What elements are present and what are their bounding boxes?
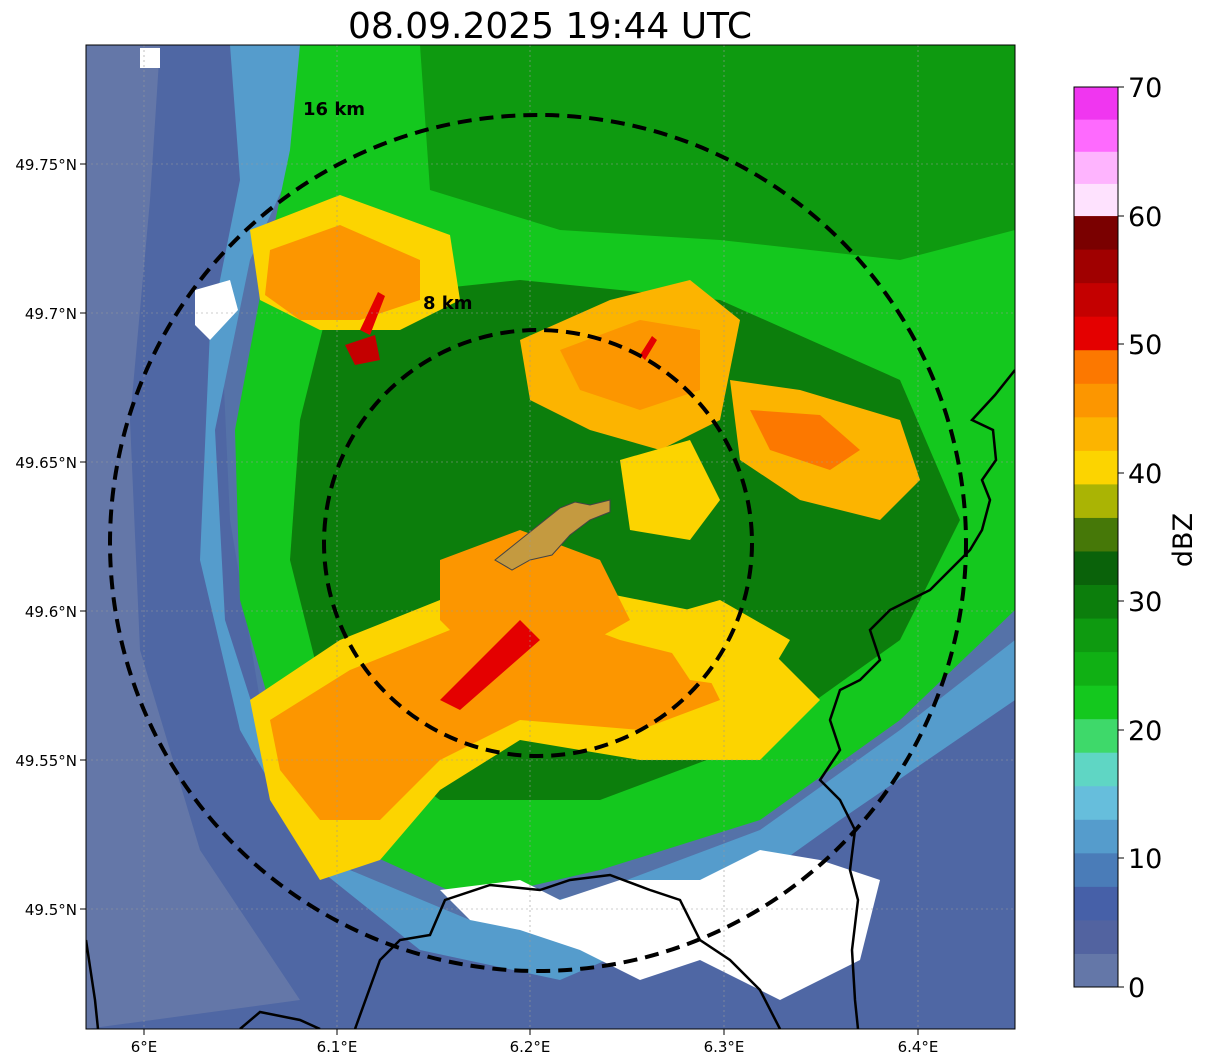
map-title: 08.09.2025 19:44 UTC <box>348 6 752 47</box>
colorbar-tick-label: 30 <box>1128 587 1162 618</box>
colorbar-segment <box>1074 919 1118 954</box>
colorbar-tick-label: 0 <box>1128 973 1145 1004</box>
colorbar-segment <box>1074 651 1118 686</box>
lat-tick-label: 49.65°N <box>15 454 77 472</box>
lat-tick-label: 49.55°N <box>15 752 77 770</box>
lat-tick-label: 49.7°N <box>25 305 77 323</box>
colorbar-segment <box>1074 852 1118 887</box>
colorbar-tick-label: 20 <box>1128 716 1162 747</box>
colorbar-segment <box>1074 316 1118 351</box>
colorbar-tick-label: 50 <box>1128 330 1162 361</box>
colorbar-segment <box>1074 383 1118 418</box>
map-frame <box>85 44 1016 1030</box>
colorbar-segment <box>1074 119 1118 152</box>
ring-label-8km: 8 km <box>423 293 473 314</box>
colorbar-segment <box>1074 550 1118 586</box>
colorbar-tick-label: 40 <box>1128 459 1162 490</box>
colorbar-segment <box>1074 282 1118 317</box>
lon-tick-label: 6.1°E <box>317 1038 358 1056</box>
colorbar-segment <box>1074 517 1118 552</box>
colorbar-segment <box>1074 483 1118 518</box>
lat-tick-label: 49.75°N <box>15 156 77 174</box>
colorbar-segment <box>1074 886 1118 921</box>
colorbar-label: dBZ <box>1168 513 1199 567</box>
colorbar-segment <box>1074 249 1118 284</box>
lat-axis: 49.75°N 49.7°N 49.65°N 49.6°N 49.55°N 49… <box>15 156 86 919</box>
colorbar-segment <box>1074 584 1118 619</box>
colorbar-frame <box>1073 86 1119 988</box>
lat-tick-label: 49.6°N <box>25 603 77 621</box>
lon-tick-label: 6°E <box>131 1038 158 1056</box>
colorbar-segment <box>1074 151 1118 184</box>
colorbar-segment <box>1074 718 1118 753</box>
lat-tick-label: 49.5°N <box>25 901 77 919</box>
colorbar-segment <box>1074 752 1118 787</box>
range-ring-16km <box>108 113 968 973</box>
reflectivity-map <box>86 45 1015 1029</box>
country-borders <box>86 369 1015 1029</box>
lon-tick-label: 6.4°E <box>898 1038 939 1056</box>
colorbar-segment <box>1074 618 1118 653</box>
colorbar-segment <box>1074 349 1118 384</box>
colorbar-tick-label: 10 <box>1128 844 1162 875</box>
colorbar-segment <box>1074 183 1118 217</box>
colorbar-tick-label: 70 <box>1128 73 1162 104</box>
lon-axis: 6°E 6.1°E 6.2°E 6.3°E 6.4°E <box>131 1029 939 1056</box>
colorbar-segment <box>1074 416 1118 451</box>
colorbar-segment <box>1074 819 1118 854</box>
colorbar-segment <box>1074 685 1118 720</box>
colorbar-ticks: 0 10 20 30 40 50 60 70 <box>1118 73 1162 1004</box>
ring-label-16km: 16 km <box>303 99 365 120</box>
colorbar-segment <box>1074 215 1118 250</box>
colorbar-tick-label: 60 <box>1128 202 1162 233</box>
lon-tick-label: 6.2°E <box>510 1038 551 1056</box>
range-ring-8km <box>322 328 754 758</box>
colorbar-segment <box>1074 87 1118 120</box>
lon-tick-label: 6.3°E <box>704 1038 745 1056</box>
colorbar-segment <box>1074 953 1118 988</box>
colorbar-segment <box>1074 450 1118 485</box>
colorbar <box>1074 87 1118 988</box>
colorbar-segment <box>1074 785 1118 820</box>
